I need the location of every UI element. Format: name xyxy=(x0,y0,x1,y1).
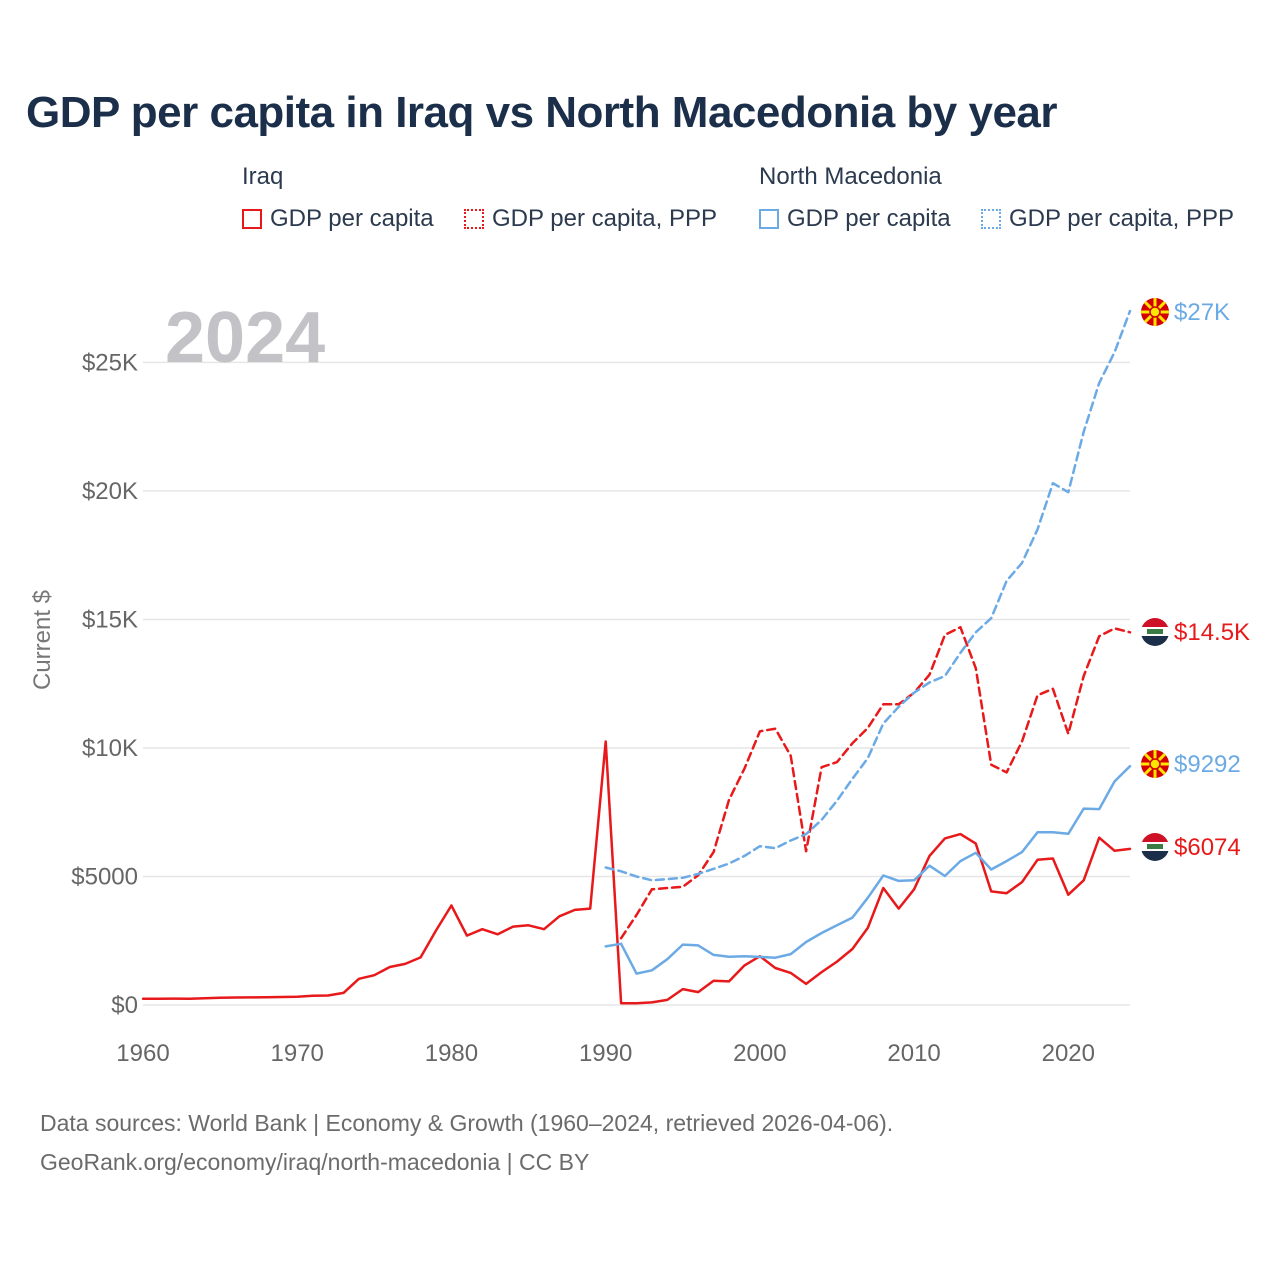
series-line-north-macedonia-gdp-per-capita-ppp xyxy=(604,309,1132,882)
legend-label: GDP per capita, PPP xyxy=(1009,205,1234,232)
grid-layer xyxy=(143,361,1130,1006)
y-axis-label: Current $ xyxy=(29,590,56,690)
series-layer xyxy=(141,309,1132,1005)
legend-item-iraq-gdp-ppp[interactable]: GDP per capita, PPP xyxy=(464,205,717,233)
series-line-north-macedonia-gdp-per-capita xyxy=(604,764,1132,975)
end-label-north-macedonia-gdp: $9292 xyxy=(1174,751,1241,778)
legend-swatch-dotted-blue xyxy=(981,209,1001,229)
north-macedonia-flag-icon xyxy=(1141,298,1169,326)
source-link[interactable]: GeoRank.org/economy/iraq/north-macedonia… xyxy=(40,1149,590,1175)
data-sources-line: Data sources: World Bank | Economy & Gro… xyxy=(40,1110,894,1136)
iraq-flag-icon xyxy=(1141,833,1169,861)
y-tick-label: $5000 xyxy=(71,863,138,890)
legend-group-north-macedonia-title: North Macedonia xyxy=(759,163,942,190)
x-tick-layer: 1960 1970 1980 1990 2000 2010 2020 xyxy=(116,1040,1095,1067)
x-tick-label: 1990 xyxy=(579,1040,632,1067)
x-tick-label: 2020 xyxy=(1042,1040,1095,1067)
y-tick-label: $15K xyxy=(82,606,138,633)
series-line-iraq-gdp-per-capita-ppp xyxy=(619,625,1132,940)
y-tick-label: $0 xyxy=(111,992,138,1019)
iraq-flag-icon xyxy=(1141,618,1169,646)
legend-swatch-solid-blue xyxy=(759,209,779,229)
x-tick-label: 1980 xyxy=(425,1040,478,1067)
legend-group-iraq-title: Iraq xyxy=(242,163,284,190)
legend-label: GDP per capita xyxy=(787,205,951,232)
end-label-iraq-gdp-ppp: $14.5K xyxy=(1174,619,1250,646)
year-watermark: 2024 xyxy=(165,298,325,378)
x-tick-label: 2000 xyxy=(733,1040,786,1067)
legend-swatch-solid-red xyxy=(242,209,262,229)
legend-item-iraq-gdp[interactable]: GDP per capita xyxy=(242,205,434,233)
y-tick-label: $20K xyxy=(82,478,138,505)
y-tick-label: $25K xyxy=(82,349,138,376)
y-tick-label: $10K xyxy=(82,735,138,762)
legend-label: GDP per capita xyxy=(270,205,434,232)
legend-label: GDP per capita, PPP xyxy=(492,205,717,232)
legend-item-north-macedonia-gdp-ppp[interactable]: GDP per capita, PPP xyxy=(981,205,1234,233)
x-tick-label: 1960 xyxy=(116,1040,169,1067)
legend-item-north-macedonia-gdp[interactable]: GDP per capita xyxy=(759,205,951,233)
end-label-north-macedonia-gdp-ppp: $27K xyxy=(1174,299,1230,326)
end-label-iraq-gdp: $6074 xyxy=(1174,834,1241,861)
north-macedonia-flag-icon xyxy=(1141,750,1169,778)
chart-title: GDP per capita in Iraq vs North Macedoni… xyxy=(26,88,1058,137)
legend-swatch-dotted-red xyxy=(464,209,484,229)
x-tick-label: 1970 xyxy=(271,1040,324,1067)
series-line-iraq-gdp-per-capita xyxy=(141,740,1132,1005)
x-tick-label: 2010 xyxy=(887,1040,940,1067)
y-tick-layer: $0 $5000 $10K $15K $20K $25K xyxy=(71,349,138,1019)
